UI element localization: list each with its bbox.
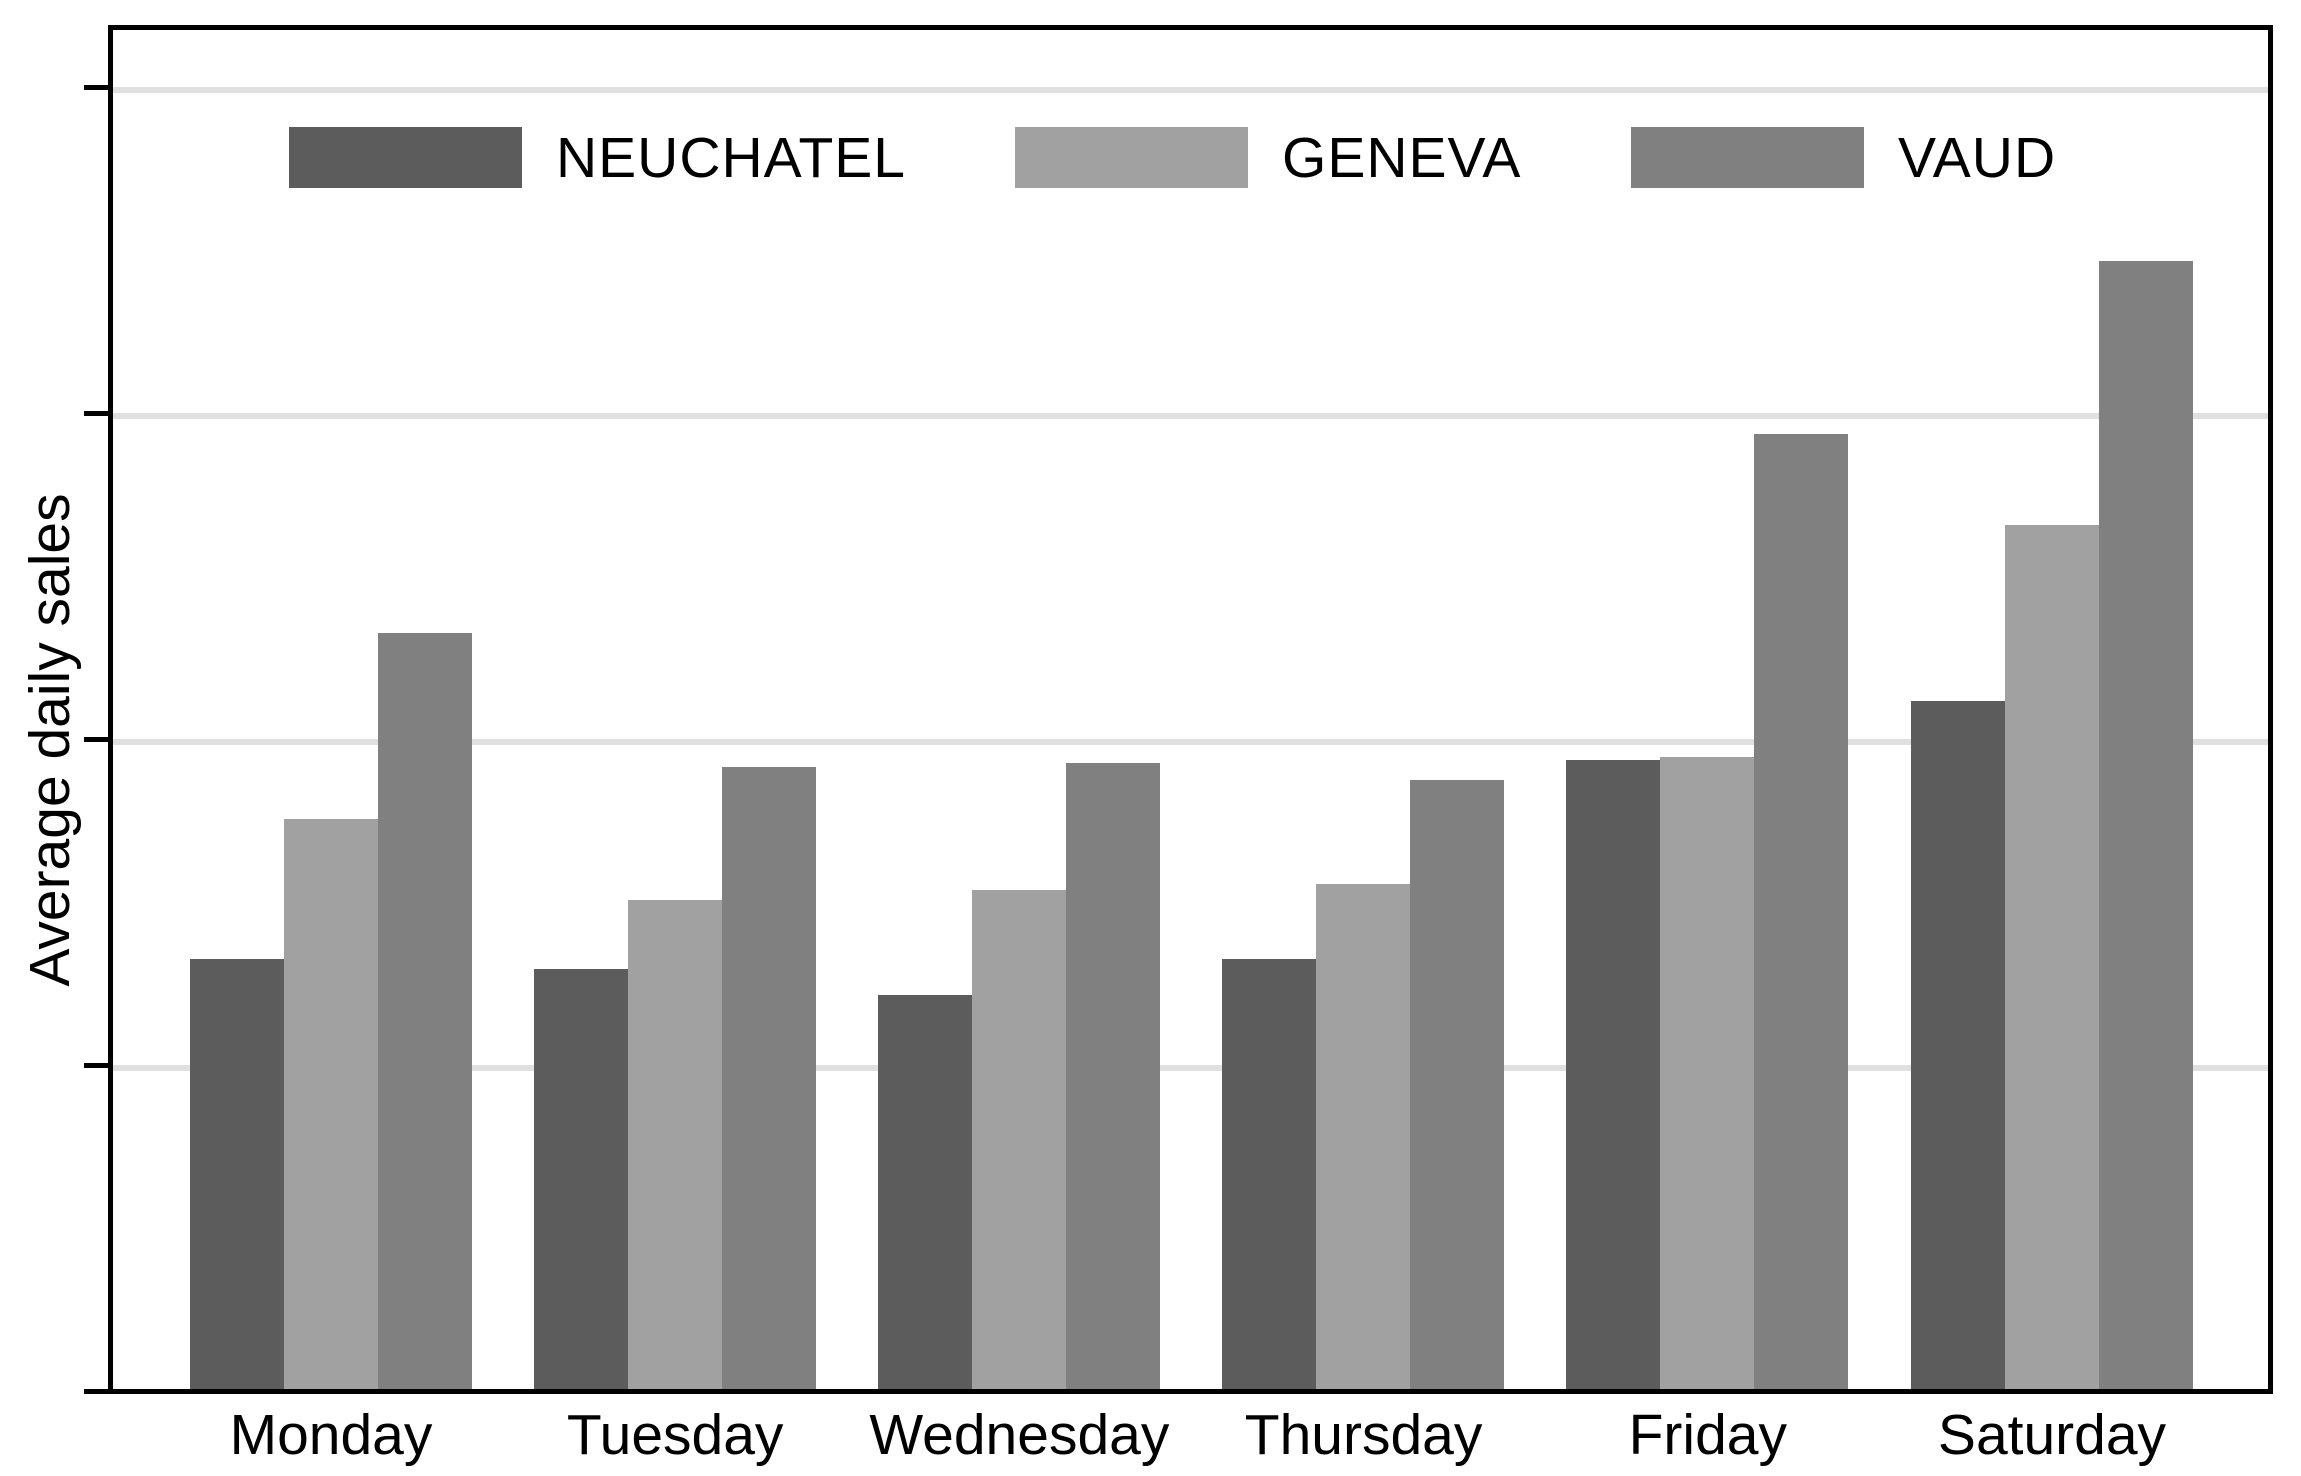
bar-geneva-tuesday	[627, 900, 722, 1389]
y-axis-title: Average daily sales	[18, 493, 82, 987]
bar-neuchatel-wednesday	[877, 994, 972, 1389]
y-tick-mark	[84, 85, 110, 91]
bar-geneva-friday	[1660, 756, 1755, 1389]
legend-label-vaud: VAUD	[1898, 125, 2057, 190]
x-axis-label-friday: Friday	[1628, 1403, 1787, 1467]
bar-neuchatel-tuesday	[533, 968, 628, 1389]
bar-vaud-wednesday	[1065, 763, 1160, 1389]
legend-label-geneva: GENEVA	[1282, 125, 1522, 190]
bar-geneva-thursday	[1316, 883, 1411, 1389]
bar-neuchatel-monday	[189, 958, 284, 1389]
bar-neuchatel-thursday	[1222, 958, 1317, 1389]
y-tick-mark	[84, 1389, 110, 1394]
y-tick-mark	[84, 737, 110, 743]
bar-neuchatel-saturday	[1910, 701, 2005, 1389]
x-axis-label-tuesday: Tuesday	[566, 1403, 784, 1467]
gridline	[113, 739, 2268, 746]
plot-area	[84, 25, 2273, 1394]
x-axis-label-monday: Monday	[229, 1403, 433, 1467]
bar-vaud-friday	[1754, 434, 1849, 1389]
legend-swatch-geneva	[1015, 127, 1248, 188]
x-axis-label-saturday: Saturday	[1937, 1403, 2167, 1467]
gridline	[113, 413, 2268, 420]
x-axis-label-thursday: Thursday	[1244, 1403, 1483, 1467]
bar-vaud-saturday	[2098, 261, 2193, 1389]
gridline	[113, 1065, 2268, 1072]
bar-neuchatel-friday	[1566, 760, 1661, 1389]
bar-vaud-monday	[377, 632, 472, 1389]
x-axis-label-wednesday: Wednesday	[869, 1403, 1170, 1467]
bar-vaud-thursday	[1410, 779, 1505, 1389]
legend-swatch-vaud	[1631, 127, 1864, 188]
gridline	[113, 87, 2268, 94]
bar-geneva-monday	[283, 818, 378, 1389]
y-tick-mark	[84, 411, 110, 417]
bar-geneva-saturday	[2004, 525, 2099, 1389]
legend-swatch-neuchatel	[289, 127, 522, 188]
bar-geneva-wednesday	[971, 890, 1066, 1389]
legend-label-neuchatel: NEUCHATEL	[556, 125, 906, 190]
y-tick-mark	[84, 1063, 110, 1069]
bar-vaud-tuesday	[721, 766, 816, 1389]
